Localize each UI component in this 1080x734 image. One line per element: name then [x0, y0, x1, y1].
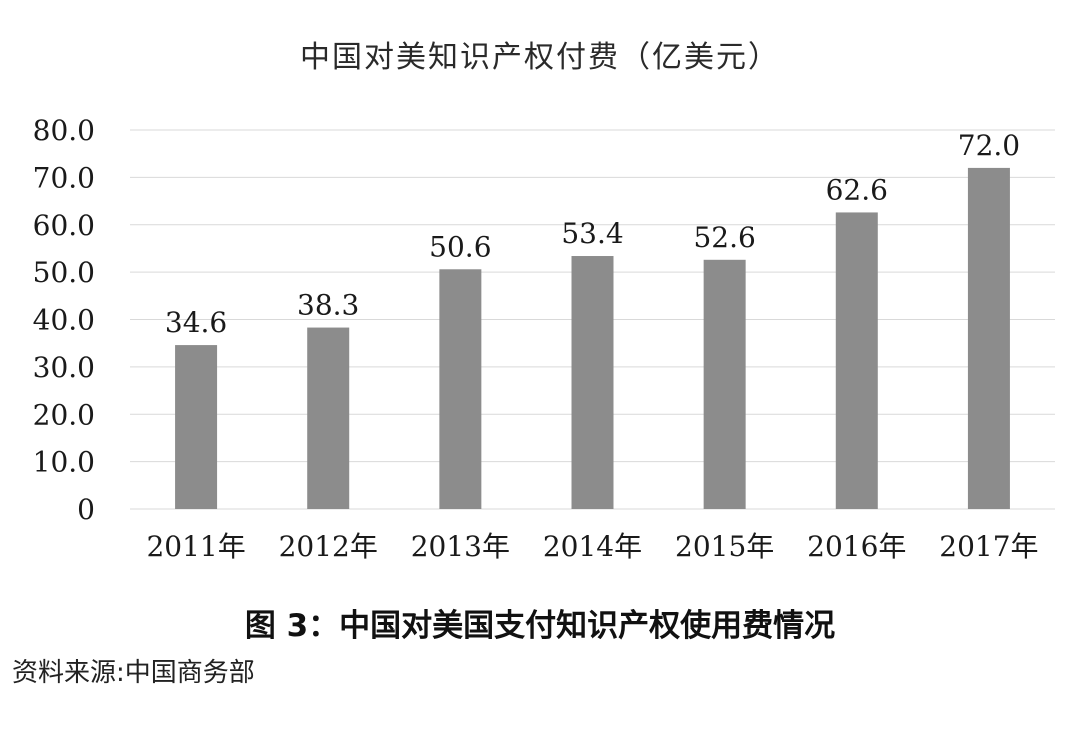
x-tick-label: 2013年: [411, 530, 510, 563]
bar: [703, 259, 746, 509]
y-tick-label: 50.0: [33, 256, 95, 289]
data-label: 62.6: [826, 173, 888, 206]
bar-chart: 0 10.0 20.0 30.0 40.0 50.0 60.0 70.0 80.0 34.6 201…: [33, 114, 1055, 563]
bar: [175, 345, 218, 509]
data-label: 52.6: [693, 221, 755, 254]
data-label: 72.0: [958, 129, 1020, 162]
y-tick-label: 80.0: [33, 114, 95, 147]
y-tick-label: 20.0: [33, 398, 95, 431]
bar: [439, 269, 482, 509]
x-tick-label: 2014年: [543, 530, 642, 563]
y-tick-label: 10.0: [33, 446, 95, 479]
y-tick-label: 30.0: [33, 351, 95, 384]
bar: [571, 256, 614, 509]
x-tick-label: 2012年: [279, 530, 378, 563]
source-note: 资料来源:中国商务部: [12, 658, 255, 688]
y-tick-label: 60.0: [33, 209, 95, 242]
chart-title: 中国对美知识产权付费（亿美元）: [300, 40, 780, 75]
x-tick-label: 2011年: [146, 530, 245, 563]
data-label: 53.4: [561, 217, 623, 250]
figure-caption: 图 3：中国对美国支付知识产权使用费情况: [244, 608, 836, 644]
bar: [967, 167, 1010, 509]
x-tick-label: 2015年: [675, 530, 774, 563]
bar: [307, 327, 350, 509]
x-tick-label: 2016年: [807, 530, 906, 563]
x-tick-label: 2017年: [939, 530, 1038, 563]
y-tick-label: 70.0: [33, 161, 95, 194]
y-tick-label: 0: [77, 493, 95, 526]
y-tick-label: 40.0: [33, 304, 95, 337]
data-label: 38.3: [297, 289, 359, 322]
data-label: 34.6: [165, 306, 227, 339]
data-label: 50.6: [429, 230, 491, 263]
bar: [835, 212, 878, 509]
